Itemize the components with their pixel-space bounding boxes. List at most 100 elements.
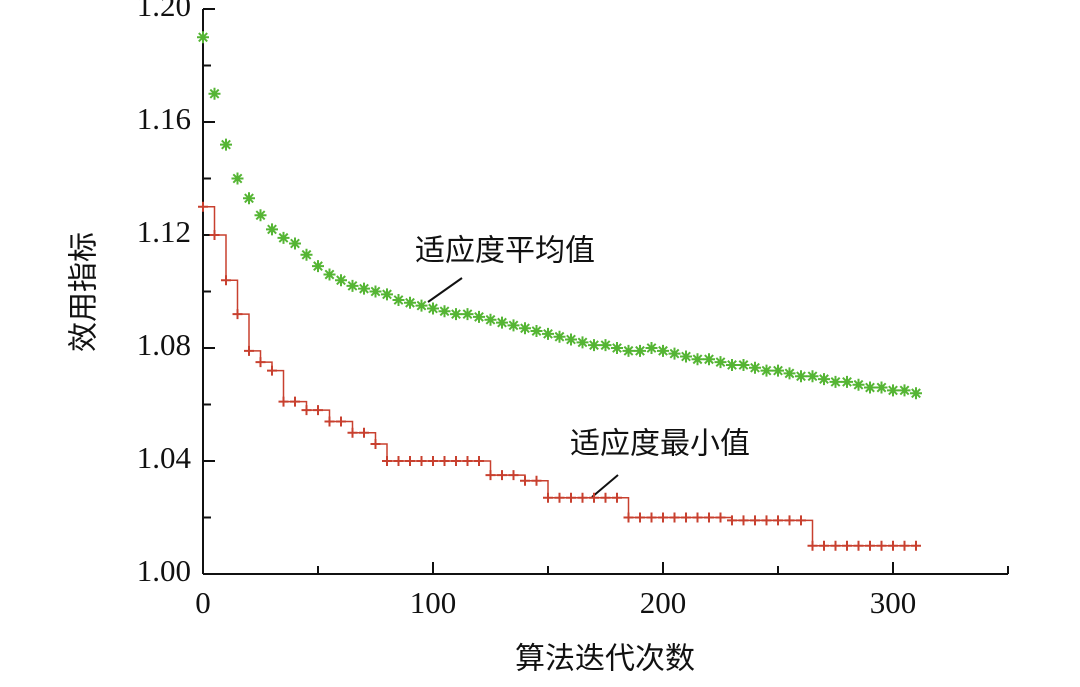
point [588, 339, 600, 352]
point [542, 327, 554, 340]
point [818, 373, 830, 386]
point [669, 512, 680, 523]
point [577, 492, 588, 503]
annotation-leader [427, 277, 463, 303]
point [829, 375, 842, 388]
point [496, 316, 508, 329]
point [784, 515, 795, 526]
point [197, 31, 209, 44]
point [461, 308, 474, 321]
point [554, 492, 565, 503]
point [612, 492, 622, 503]
point [358, 282, 370, 295]
point [243, 192, 255, 205]
y-axis-label: 效用指标 [67, 232, 102, 352]
point [589, 492, 599, 503]
point [531, 475, 542, 486]
y-tick-label: 1.00 [137, 553, 191, 588]
point [749, 361, 761, 374]
point [703, 353, 715, 366]
point [841, 375, 853, 388]
y-tick-label: 1.12 [137, 214, 191, 249]
point [760, 364, 773, 377]
point [278, 396, 289, 407]
point [369, 285, 382, 298]
point [634, 344, 646, 357]
point [668, 347, 681, 360]
point [715, 512, 726, 523]
point [681, 512, 691, 523]
point [565, 333, 577, 346]
point [404, 296, 416, 309]
point [415, 299, 428, 312]
point [599, 339, 612, 352]
x-axis-label: 算法迭代次数 [515, 642, 695, 677]
point [807, 540, 818, 551]
point [497, 470, 507, 481]
point [393, 456, 404, 466]
point [427, 302, 439, 315]
point [198, 201, 208, 212]
point [244, 345, 254, 356]
point [911, 540, 921, 551]
point [254, 209, 267, 222]
point [795, 370, 807, 383]
point [657, 344, 669, 357]
point [853, 540, 864, 551]
point [520, 475, 530, 486]
point [301, 405, 312, 416]
point [277, 231, 290, 244]
point [267, 365, 277, 376]
point [773, 515, 783, 526]
point [209, 230, 220, 240]
y-tick-label: 1.04 [137, 440, 192, 475]
point [508, 470, 519, 481]
point [714, 356, 727, 369]
point [887, 384, 899, 397]
point [543, 492, 553, 503]
point [485, 470, 496, 481]
point [484, 313, 497, 326]
point [405, 456, 415, 466]
point [726, 358, 738, 371]
x-tick-label: 0 [195, 585, 211, 620]
point [428, 456, 438, 466]
point [359, 427, 369, 438]
point [382, 456, 392, 466]
point [347, 427, 358, 438]
point [691, 353, 704, 366]
point [888, 540, 898, 551]
point [220, 138, 232, 151]
point [864, 381, 876, 394]
point [474, 456, 484, 466]
annotation-leader [591, 474, 619, 498]
point [530, 325, 543, 338]
point [738, 515, 749, 526]
x-tick-label: 100 [410, 585, 457, 620]
point [300, 248, 313, 261]
point [658, 512, 668, 523]
point [645, 342, 658, 354]
point [231, 172, 244, 185]
point [346, 279, 359, 292]
point [761, 515, 772, 526]
point [290, 396, 300, 407]
y-tick-label: 1.20 [137, 0, 191, 23]
y-tick-label: 1.16 [137, 101, 191, 136]
point [842, 540, 852, 551]
point [875, 381, 888, 394]
point [323, 268, 336, 281]
point [622, 344, 635, 357]
point [727, 515, 737, 526]
point [553, 330, 566, 343]
point [819, 540, 829, 551]
point [611, 342, 623, 354]
point [600, 492, 611, 503]
point [473, 310, 485, 323]
point [324, 416, 335, 427]
point [898, 384, 911, 397]
point [416, 456, 427, 466]
point [381, 288, 393, 301]
point [266, 223, 278, 236]
